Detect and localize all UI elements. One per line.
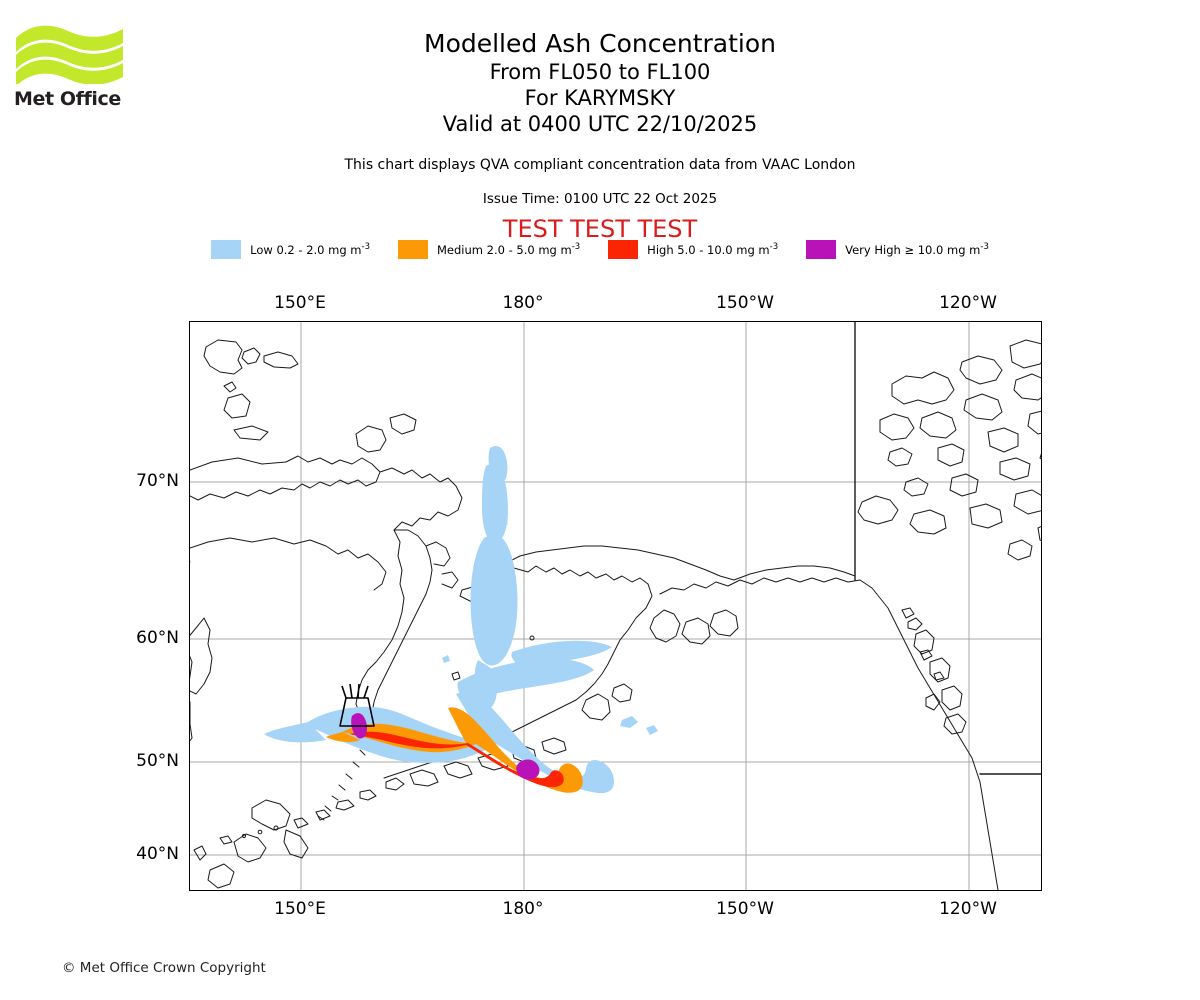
ash-contour-low (264, 446, 658, 794)
legend-item-high: High 5.0 - 10.0 mg m-3 (608, 240, 778, 259)
x-axis-label-bottom-1: 180° (502, 899, 544, 919)
x-axis-label-top-2: 150°W (716, 293, 774, 313)
x-axis-label-bottom-0: 150°E (274, 899, 326, 919)
legend-label-low: Low 0.2 - 2.0 mg m-3 (250, 242, 370, 257)
x-axis-label-top-3: 120°W (939, 293, 997, 313)
legend-label-high: High 5.0 - 10.0 mg m-3 (647, 242, 778, 257)
x-axis-label-bottom-2: 150°W (716, 899, 774, 919)
legend-text-high: High 5.0 - 10.0 mg m (647, 242, 770, 257)
legend-exp-high: -3 (769, 242, 779, 253)
y-axis-label-2: 50°N (136, 751, 179, 771)
ash-contour-high (350, 731, 564, 788)
issue-time: Issue Time: 0100 UTC 22 Oct 2025 (482, 191, 718, 207)
ash-concentration-map[interactable] (189, 321, 1042, 891)
logo-waves-icon (16, 25, 123, 84)
test-banner: TEST TEST TEST (502, 215, 698, 243)
legend-exp-very-high: -3 (980, 242, 989, 253)
map-gridlines (190, 322, 1041, 890)
legend-item-medium: Medium 2.0 - 5.0 mg m-3 (397, 240, 580, 259)
ash-plume-contours (264, 446, 658, 794)
legend-text-very-high: Very High ≥ 10.0 mg m (845, 242, 981, 257)
title-block: Modelled Ash Concentration From FL050 to… (0, 28, 1200, 137)
y-axis-label-1: 60°N (136, 628, 179, 648)
x-axis-label-top-1: 180° (502, 293, 544, 313)
met-office-logo: Met Office (14, 22, 129, 117)
legend-swatch-high (608, 240, 639, 259)
legend-text-medium: Medium 2.0 - 5.0 mg m (436, 242, 572, 257)
volcano-name: For KARYMSKY (524, 86, 676, 110)
map-frame (189, 321, 1042, 891)
legend-item-low: Low 0.2 - 2.0 mg m-3 (211, 240, 370, 259)
volcano-symbol-icon (339, 683, 375, 727)
legend-swatch-low (211, 240, 242, 259)
y-axis-label-0: 70°N (136, 471, 179, 491)
copyright-notice: © Met Office Crown Copyright (62, 960, 266, 976)
legend-label-medium: Medium 2.0 - 5.0 mg m-3 (437, 242, 580, 257)
map-canvas (190, 322, 1041, 890)
x-axis-label-bottom-3: 120°W (939, 899, 997, 919)
concentration-legend: Low 0.2 - 2.0 mg m-3 Medium 2.0 - 5.0 mg… (0, 240, 1200, 259)
legend-exp-low: -3 (361, 242, 370, 253)
legend-text-low: Low 0.2 - 2.0 mg m (250, 242, 362, 257)
valid-time: Valid at 0400 UTC 22/10/2025 (442, 112, 758, 136)
legend-label-very-high: Very High ≥ 10.0 mg m-3 (845, 242, 989, 257)
legend-swatch-very-high (806, 240, 837, 259)
x-axis-label-top-0: 150°E (274, 293, 326, 313)
map-coastlines (190, 322, 1041, 890)
flight-level-range: From FL050 to FL100 (489, 60, 711, 84)
page-title: Modelled Ash Concentration (424, 29, 776, 58)
logo-text: Met Office (14, 88, 121, 110)
legend-item-very-high: Very High ≥ 10.0 mg m-3 (806, 240, 989, 259)
legend-swatch-medium (397, 240, 428, 259)
qva-note: This chart displays QVA compliant concen… (344, 157, 856, 173)
legend-exp-medium: -3 (571, 242, 581, 253)
y-axis-label-3: 40°N (136, 844, 179, 864)
